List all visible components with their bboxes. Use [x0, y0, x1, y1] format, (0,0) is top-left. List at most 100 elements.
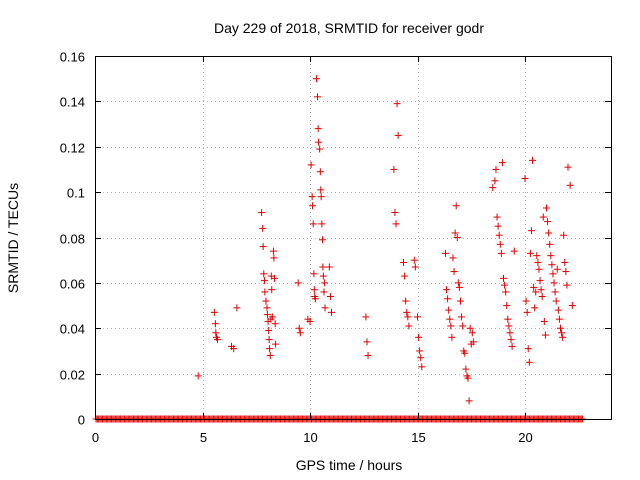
- data-point: [211, 320, 219, 328]
- data-point: [306, 317, 314, 325]
- x-tick-label: 10: [303, 430, 317, 445]
- data-point: [316, 168, 324, 176]
- data-point: [194, 372, 202, 380]
- data-point: [521, 175, 529, 183]
- data-point: [469, 338, 477, 346]
- data-point: [316, 145, 324, 153]
- data-point: [493, 213, 501, 221]
- data-point: [445, 306, 453, 314]
- data-point: [416, 347, 424, 355]
- data-point: [310, 286, 318, 294]
- x-tick-label: 0: [92, 430, 99, 445]
- data-point: [309, 220, 317, 228]
- data-point: [497, 249, 505, 257]
- data-point: [230, 345, 238, 353]
- data-point: [562, 268, 570, 276]
- data-point: [266, 351, 274, 359]
- data-point: [418, 363, 426, 371]
- data-point: [441, 249, 449, 257]
- data-point: [364, 351, 372, 359]
- y-tick-label: 0.08: [60, 232, 85, 247]
- data-point: [451, 229, 459, 237]
- data-point: [402, 297, 410, 305]
- data-point: [312, 75, 320, 83]
- data-point: [317, 186, 325, 194]
- data-point: [444, 295, 452, 303]
- data-point: [561, 258, 569, 266]
- data-point: [531, 304, 539, 312]
- data-point: [546, 240, 554, 248]
- data-point: [548, 261, 556, 269]
- data-point: [452, 202, 460, 210]
- data-point: [450, 268, 458, 276]
- data-point: [492, 165, 500, 173]
- data-point: [502, 288, 510, 296]
- data-point: [410, 256, 418, 264]
- data-point: [260, 277, 268, 285]
- data-point: [560, 231, 568, 239]
- x-tick-label: 15: [411, 430, 425, 445]
- data-point: [508, 342, 516, 350]
- data-point: [489, 184, 497, 192]
- data-point: [272, 340, 280, 348]
- data-point: [568, 302, 576, 310]
- data-point: [328, 308, 335, 316]
- data-point: [495, 231, 503, 239]
- data-point: [525, 358, 533, 366]
- y-tick-label: 0.1: [67, 186, 85, 201]
- data-point: [532, 288, 540, 296]
- data-point: [363, 338, 371, 346]
- data-point: [530, 283, 538, 291]
- data-point: [496, 240, 504, 248]
- data-point: [494, 222, 502, 230]
- y-tick-label: 0.02: [60, 368, 85, 383]
- data-point: [554, 306, 562, 314]
- data-point: [553, 265, 561, 273]
- data-point: [449, 254, 457, 262]
- data-point: [566, 181, 574, 189]
- data-point: [296, 329, 304, 337]
- data-point: [558, 329, 566, 337]
- data-point: [556, 324, 564, 332]
- y-tick-label: 0.04: [60, 322, 85, 337]
- data-point: [265, 327, 273, 335]
- data-point: [446, 315, 454, 323]
- data-point: [415, 333, 423, 341]
- data-points: [92, 75, 586, 423]
- data-point: [458, 313, 466, 321]
- data-point: [466, 324, 474, 332]
- data-point: [309, 202, 317, 210]
- data-point: [523, 308, 531, 316]
- data-point: [455, 283, 463, 291]
- data-point: [308, 193, 316, 201]
- data-point: [448, 333, 456, 341]
- data-point: [260, 270, 268, 278]
- data-point: [405, 322, 413, 330]
- data-point: [498, 159, 506, 167]
- data-point: [461, 349, 469, 357]
- data-point: [259, 243, 267, 251]
- data-point: [318, 236, 326, 244]
- data-point: [259, 224, 267, 232]
- data-point: [500, 274, 507, 282]
- data-point: [510, 247, 518, 255]
- data-point: [401, 272, 409, 280]
- data-point: [307, 161, 315, 169]
- data-point: [555, 315, 563, 323]
- data-point: [268, 286, 276, 294]
- data-point: [534, 258, 542, 266]
- data-point: [540, 317, 548, 325]
- data-point: [314, 125, 322, 133]
- data-point: [362, 313, 370, 321]
- grid: [95, 56, 611, 419]
- data-point: [491, 177, 499, 185]
- data-point: [392, 220, 400, 228]
- data-point: [503, 302, 511, 310]
- chart-title: Day 229 of 2018, SRMTID for receiver god…: [214, 20, 484, 36]
- data-point: [263, 304, 271, 312]
- data-point: [391, 209, 399, 217]
- data-point: [394, 131, 402, 139]
- y-tick-label: 0.16: [60, 50, 85, 65]
- data-point: [541, 331, 549, 339]
- data-point: [464, 374, 472, 382]
